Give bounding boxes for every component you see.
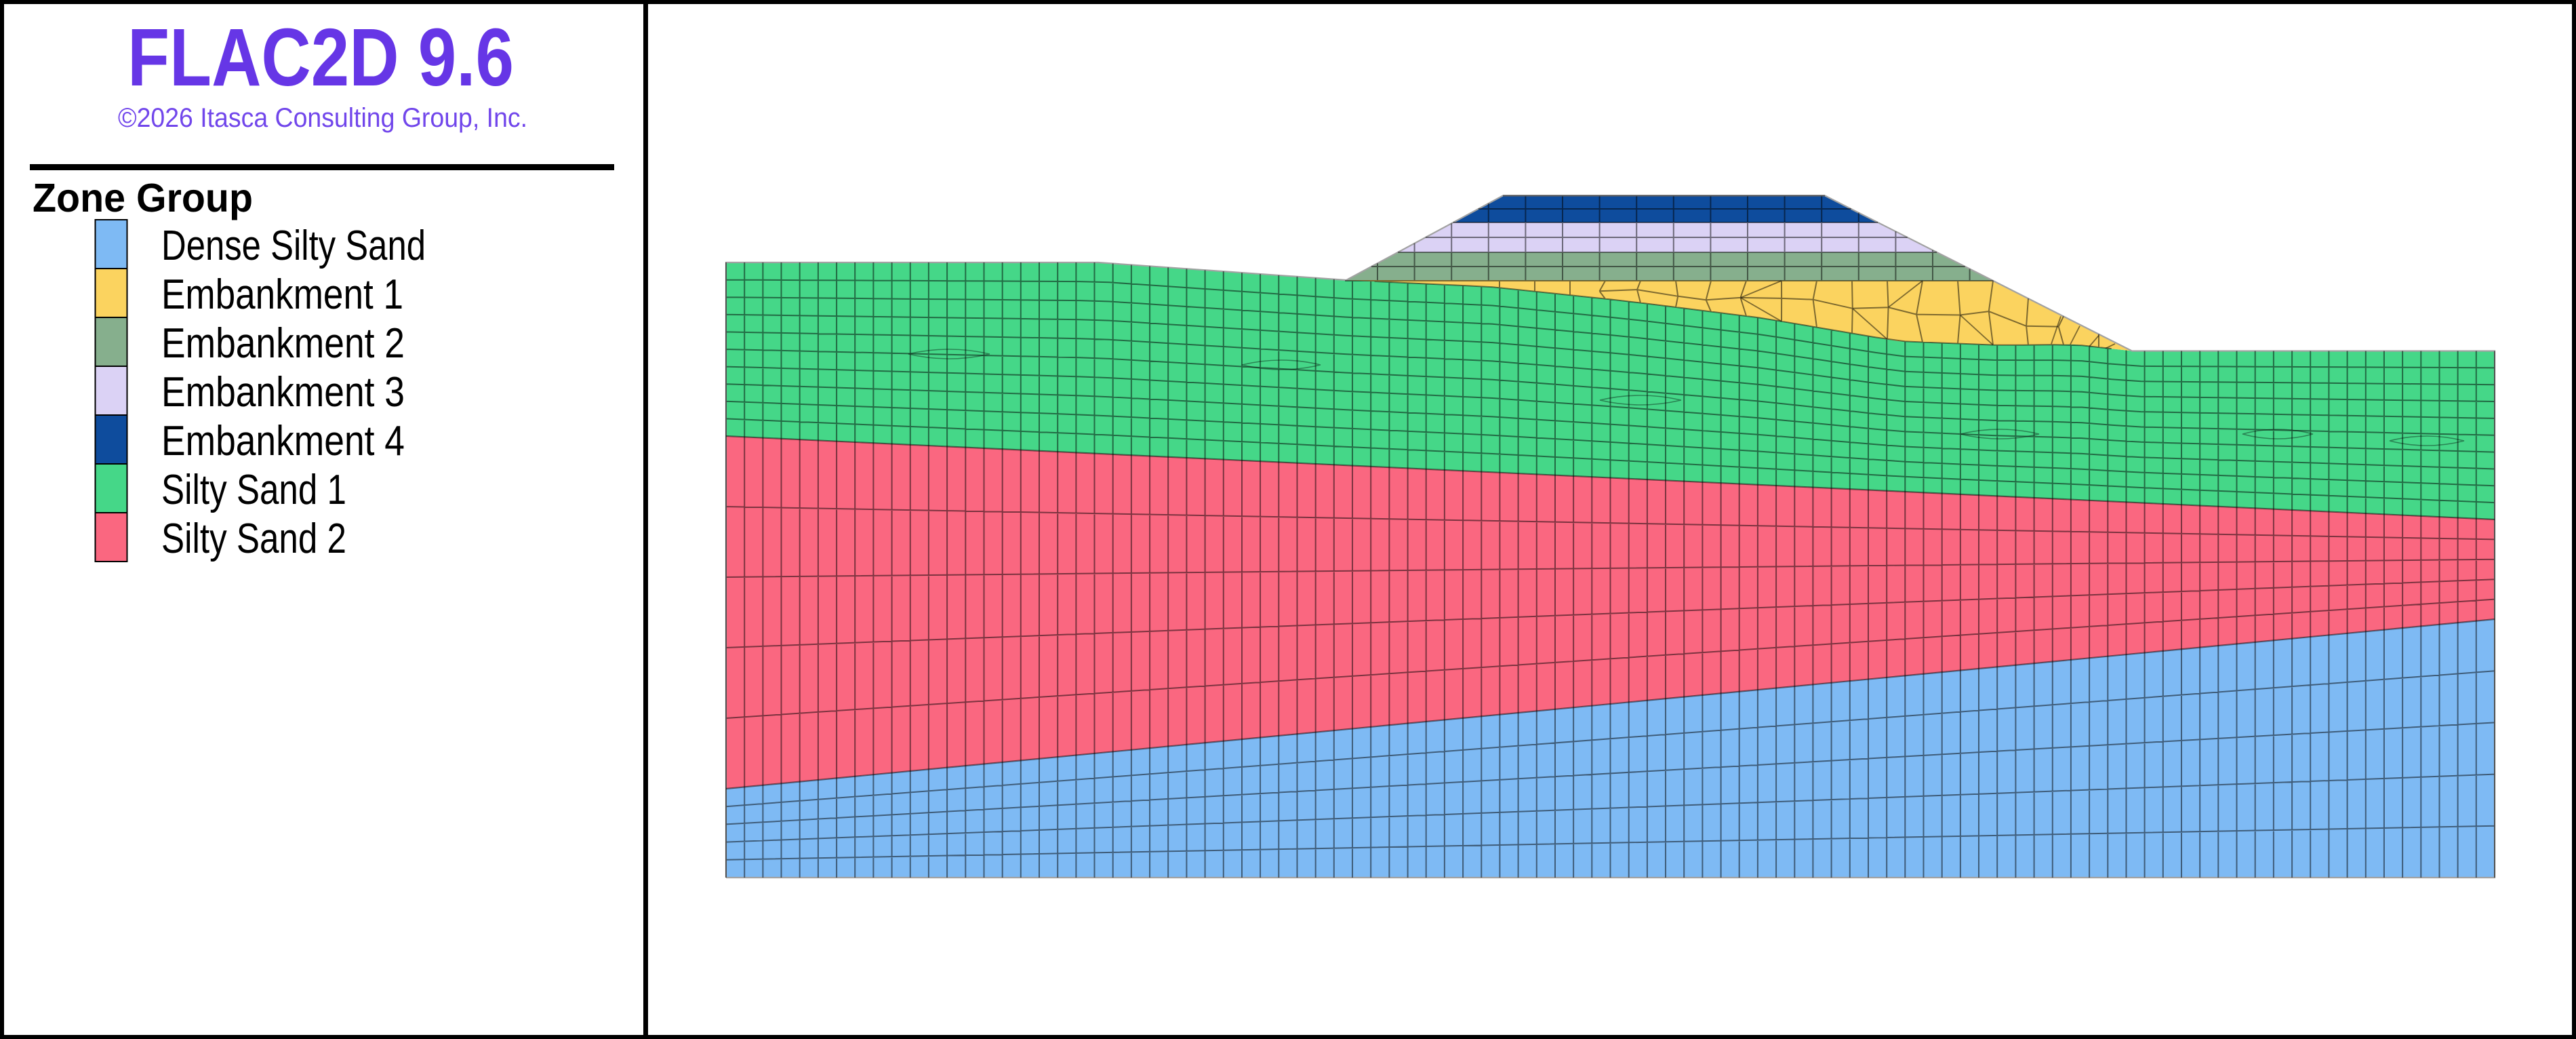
svg-text:Zone Group: Zone Group bbox=[33, 176, 253, 220]
svg-text:FLAC2D 9.6: FLAC2D 9.6 bbox=[127, 11, 514, 103]
svg-text:Silty Sand 2: Silty Sand 2 bbox=[161, 515, 346, 562]
svg-text:Dense Silty Sand: Dense Silty Sand bbox=[161, 222, 426, 269]
svg-text:©2026 Itasca Consulting Group,: ©2026 Itasca Consulting Group, Inc. bbox=[118, 103, 527, 133]
svg-text:Embankment 2: Embankment 2 bbox=[161, 320, 405, 367]
svg-text:Embankment 4: Embankment 4 bbox=[161, 418, 405, 465]
svg-text:Embankment 3: Embankment 3 bbox=[161, 369, 405, 416]
svg-text:Silty Sand 1: Silty Sand 1 bbox=[161, 467, 346, 513]
svg-text:Embankment 1: Embankment 1 bbox=[161, 271, 403, 318]
